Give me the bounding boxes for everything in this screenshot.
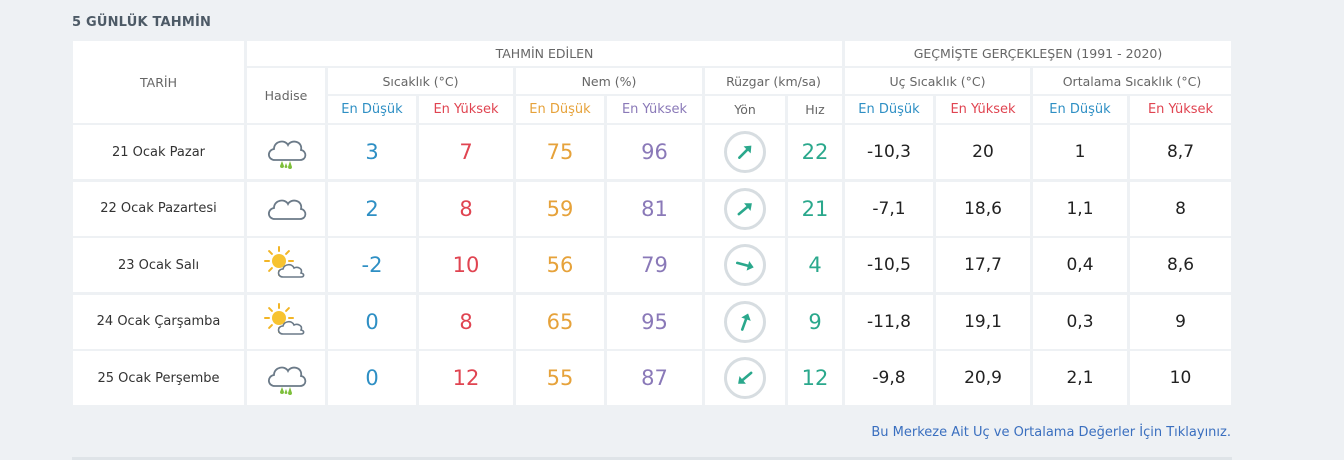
hum-min-cell: 59: [516, 181, 604, 236]
avg-min-cell: 1,1: [1033, 181, 1127, 236]
wind-direction-icon: [724, 187, 766, 230]
wind-speed-cell: 9: [788, 294, 842, 349]
event-cell: [247, 181, 325, 236]
wind-direction-icon: [724, 357, 766, 399]
header-event: Hadise: [247, 68, 325, 123]
header-temp: Sıcaklık (°C): [328, 68, 513, 94]
wind-dir-cell: [705, 125, 785, 179]
cloud-rain-icon: [263, 130, 309, 174]
temp-max-cell: 7: [419, 125, 513, 179]
ext-max-cell: 19,1: [936, 294, 1030, 349]
temp-min-cell: 0: [328, 294, 416, 349]
temp-max-cell: 10: [419, 238, 513, 292]
extreme-avg-values-link[interactable]: Bu Merkeze Ait Uç ve Ortalama Değerler İ…: [871, 425, 1231, 440]
ext-min-cell: -11,8: [845, 294, 933, 349]
temp-max-cell: 8: [419, 181, 513, 236]
cloud-icon: [263, 189, 309, 229]
hum-max-cell: 79: [607, 238, 702, 292]
avg-max-cell: 8,6: [1130, 238, 1231, 292]
avg-min-cell: 1: [1033, 125, 1127, 179]
date-cell: 24 Ocak Çarşamba: [73, 294, 244, 349]
header-hum-max: En Yüksek: [607, 96, 702, 123]
ext-max-cell: 18,6: [936, 181, 1030, 236]
hum-min-cell: 65: [516, 294, 604, 349]
event-cell: [247, 238, 325, 292]
ext-max-cell: 17,7: [936, 238, 1030, 292]
avg-max-cell: 8: [1130, 181, 1231, 236]
temp-min-cell: 3: [328, 125, 416, 179]
avg-max-cell: 10: [1130, 351, 1231, 405]
date-cell: 25 Ocak Perşembe: [73, 351, 244, 405]
section-title: 5 GÜNLÜK TAHMİN: [72, 15, 212, 30]
temp-min-cell: -2: [328, 238, 416, 292]
event-cell: [247, 351, 325, 405]
event-cell: [247, 294, 325, 349]
temp-max-cell: 8: [419, 294, 513, 349]
ext-max-cell: 20: [936, 125, 1030, 179]
avg-min-cell: 0,4: [1033, 238, 1127, 292]
date-cell: 21 Ocak Pazar: [73, 125, 244, 179]
partly-sunny-icon: [263, 245, 309, 285]
hum-min-cell: 55: [516, 351, 604, 405]
wind-dir-cell: [705, 181, 785, 236]
wind-speed-cell: 21: [788, 181, 842, 236]
header-wind: Rüzgar (km/sa): [705, 68, 842, 94]
wind-speed-cell: 4: [788, 238, 842, 292]
hum-max-cell: 81: [607, 181, 702, 236]
avg-min-cell: 2,1: [1033, 351, 1127, 405]
temp-min-cell: 0: [328, 351, 416, 405]
header-date: TARİH: [73, 41, 244, 123]
ext-min-cell: -7,1: [845, 181, 933, 236]
wind-direction-icon: [724, 300, 766, 343]
wind-speed-cell: 12: [788, 351, 842, 405]
hum-min-cell: 56: [516, 238, 604, 292]
divider: [72, 457, 1232, 460]
partly-sunny-icon: [263, 302, 309, 342]
header-ext-min: En Düşük: [845, 96, 933, 123]
header-temp-max: En Yüksek: [419, 96, 513, 123]
header-wind-dir: Yön: [705, 96, 785, 123]
date-cell: 23 Ocak Salı: [73, 238, 244, 292]
header-wind-speed: Hız: [788, 96, 842, 123]
ext-min-cell: -10,3: [845, 125, 933, 179]
wind-direction-icon: [724, 131, 766, 173]
hum-max-cell: 95: [607, 294, 702, 349]
wind-speed-cell: 22: [788, 125, 842, 179]
header-humidity: Nem (%): [516, 68, 702, 94]
header-avg-min: En Düşük: [1033, 96, 1127, 123]
date-cell: 22 Ocak Pazartesi: [73, 181, 244, 236]
header-ext-max: En Yüksek: [936, 96, 1030, 123]
wind-dir-cell: [705, 238, 785, 292]
wind-dir-cell: [705, 294, 785, 349]
ext-min-cell: -9,8: [845, 351, 933, 405]
wind-dir-cell: [705, 351, 785, 405]
temp-max-cell: 12: [419, 351, 513, 405]
avg-max-cell: 9: [1130, 294, 1231, 349]
hum-max-cell: 96: [607, 125, 702, 179]
hum-max-cell: 87: [607, 351, 702, 405]
wind-direction-icon: [724, 244, 766, 286]
header-temp-min: En Düşük: [328, 96, 416, 123]
event-cell: [247, 125, 325, 179]
ext-max-cell: 20,9: [936, 351, 1030, 405]
header-forecast: TAHMİN EDİLEN: [247, 41, 842, 66]
avg-max-cell: 8,7: [1130, 125, 1231, 179]
ext-min-cell: -10,5: [845, 238, 933, 292]
header-avg-temp: Ortalama Sıcaklık (°C): [1033, 68, 1231, 94]
hum-min-cell: 75: [516, 125, 604, 179]
cloud-rain-icon: [263, 356, 309, 400]
header-avg-max: En Yüksek: [1130, 96, 1231, 123]
temp-min-cell: 2: [328, 181, 416, 236]
avg-min-cell: 0,3: [1033, 294, 1127, 349]
header-extreme-temp: Uç Sıcaklık (°C): [845, 68, 1030, 94]
header-history: GEÇMİŞTE GERÇEKLEŞEN (1991 - 2020): [845, 41, 1231, 66]
header-hum-min: En Düşük: [516, 96, 604, 123]
